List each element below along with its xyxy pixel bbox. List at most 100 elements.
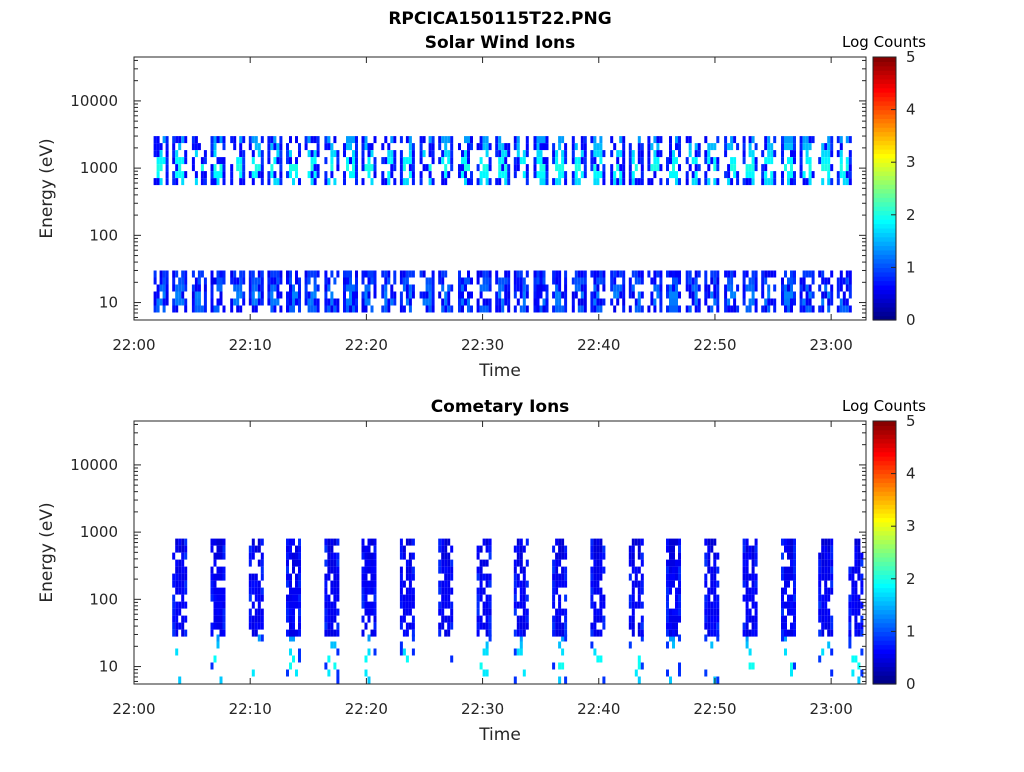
spectrogram-cell [254,277,258,285]
spectrogram-cell [333,538,337,546]
spectrogram-cell [165,291,169,299]
spectrogram-cell [733,298,737,306]
spectrogram-cell [640,143,644,151]
spectrogram-cell [555,615,559,623]
spectrogram-cell [516,538,520,546]
spectrogram-cell [821,538,825,546]
spectrogram-cell [811,270,815,278]
spectrogram-cell [213,136,217,144]
spectrogram-cell [260,587,264,595]
colorbar-tick-label: 2 [906,570,916,588]
spectrogram-cell [461,164,464,172]
spectrogram-cell [461,157,464,165]
spectrogram-cell [310,164,314,172]
spectrogram-cell [194,291,198,299]
spectrogram-cell [373,615,377,623]
spectrogram-cell [827,178,831,186]
spectrogram-cell [222,157,226,165]
spectrogram-cell [634,580,638,588]
spectrogram-cell [659,270,663,278]
spectrogram-cell [710,601,714,609]
spectrogram-cell [516,143,520,151]
spectrogram-cell [251,573,255,581]
spectrogram-cell [178,608,182,616]
spectrogram-cell [298,601,301,609]
spectrogram-cell [751,629,755,637]
spectrogram-cell [194,143,198,151]
spectrogram-cell [669,622,672,630]
spectrogram-cell [519,270,523,278]
spectrogram-cell [781,552,784,560]
spectrogram-cell [536,291,540,299]
spectrogram-cell [367,545,371,553]
spectrogram-cell [519,277,523,285]
spectrogram-cell [761,277,765,285]
spectrogram-cell [851,669,855,677]
spectrogram-cell [307,270,311,278]
spectrogram-cell [441,580,445,588]
colorbar-segment [873,517,896,523]
spectrogram-cell [590,629,594,637]
spectrogram-cell [730,178,734,186]
spectrogram-cell [824,552,828,560]
spectrogram-cell [830,622,834,630]
spectrogram-cell [590,305,594,313]
spectrogram-cell [830,580,834,588]
spectrogram-cell [504,164,508,172]
spectrogram-cell [304,270,308,278]
spectrogram-cell [830,545,834,553]
spectrogram-cell [450,608,454,616]
spectrogram-cell [634,178,638,186]
spectrogram-cell [854,559,858,567]
spectrogram-cell [175,573,179,581]
spectrogram-cell [367,601,371,609]
spectrogram-cell [516,277,520,285]
spectrogram-cell [346,298,349,306]
spectrogram-cell [519,641,523,649]
spectrogram-cell [793,298,796,306]
spectrogram-cell [761,164,765,172]
spectrogram-cell [495,291,499,299]
spectrogram-cell [419,171,423,179]
spectrogram-cell [593,566,597,574]
spectrogram-cell [716,157,720,165]
spectrogram-cell [399,566,403,574]
spectrogram-cell [485,284,489,292]
spectrogram-cell [640,157,644,165]
spectrogram-cell [599,171,603,179]
spectrogram-cell [251,157,255,165]
spectrogram-cell [805,143,809,151]
spectrogram-cell [422,291,426,299]
spectrogram-cell [754,545,758,553]
spectrogram-cell [761,178,765,186]
spectrogram-cell [327,629,331,637]
colorbar-segment [873,57,896,62]
spectrogram-cell [593,587,597,595]
spectrogram-cell [219,545,223,553]
spectrogram-cell [402,608,406,616]
spectrogram-cell [295,580,298,588]
spectrogram-cell [653,277,657,285]
colorbar-segment [873,284,896,290]
colorbar-segment [873,556,896,562]
spectrogram-cell [361,615,365,623]
spectrogram-cell [373,622,377,630]
spectrogram-cell [327,615,331,623]
spectrogram-cell [327,277,331,285]
spectrogram-cell [488,573,492,581]
spectrogram-cell [733,164,737,172]
spectrogram-cell [522,669,526,677]
spectrogram-cell [860,615,864,623]
spectrogram-cell [355,178,358,186]
spectrogram-cell [373,136,377,144]
spectrogram-cell [742,136,746,144]
spectrogram-cell [707,305,711,313]
spectrogram-cell [628,164,632,172]
spectrogram-cell [336,552,340,560]
spectrogram-cell [724,291,728,299]
spectrogram-cell [574,178,578,186]
spectrogram-cell [219,566,223,574]
spectrogram-cell [716,298,720,306]
spectrogram-cell [539,143,543,151]
